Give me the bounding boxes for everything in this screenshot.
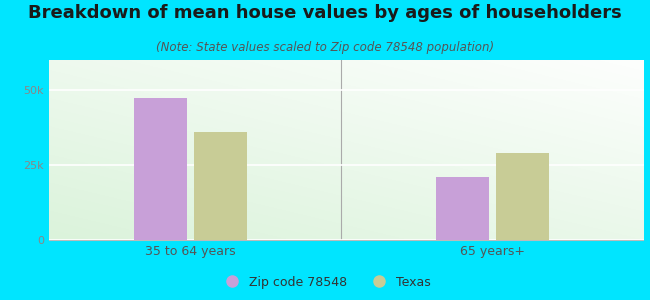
Text: (Note: State values scaled to Zip code 78548 population): (Note: State values scaled to Zip code 7…	[156, 40, 494, 53]
Bar	[436, 177, 489, 240]
Legend: Zip code 78548, Texas: Zip code 78548, Texas	[214, 271, 436, 294]
Bar	[134, 98, 187, 240]
Bar	[496, 153, 549, 240]
Text: Breakdown of mean house values by ages of householders: Breakdown of mean house values by ages o…	[28, 4, 622, 22]
Bar	[194, 132, 247, 240]
